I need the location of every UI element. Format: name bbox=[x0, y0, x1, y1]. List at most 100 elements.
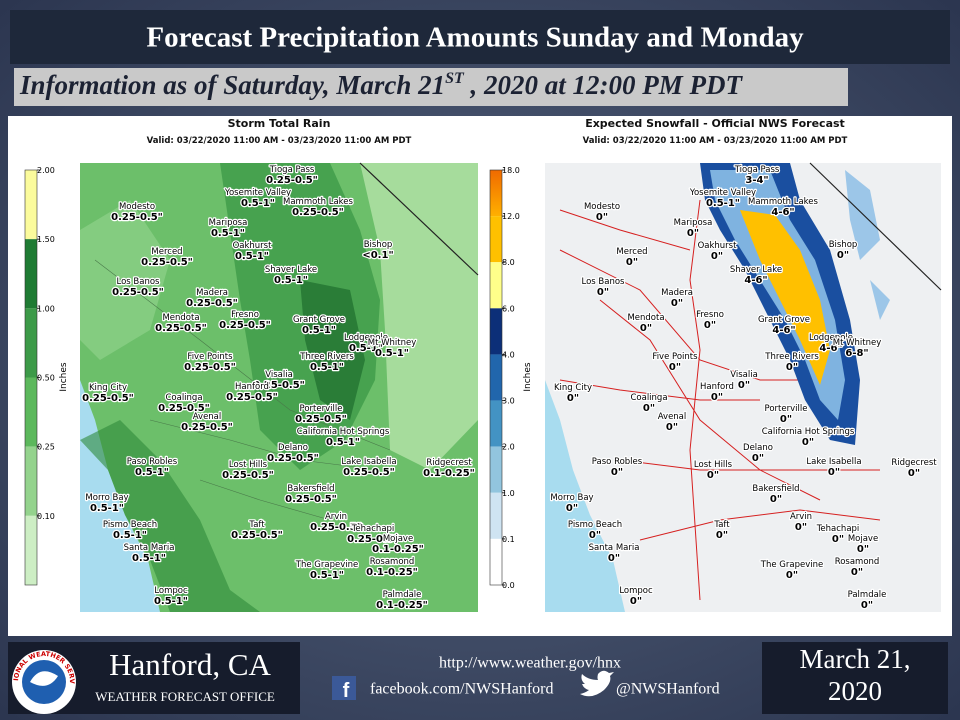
place-value: 0.25-0.5" bbox=[231, 530, 283, 541]
place-name: Fresno bbox=[231, 310, 259, 320]
colorbar-band bbox=[490, 354, 502, 401]
colorbar-band bbox=[490, 216, 502, 263]
place-name: Merced bbox=[616, 247, 647, 257]
date-line: 2020 bbox=[828, 676, 882, 706]
place-name: Los Banos bbox=[582, 277, 626, 287]
place-name: Lost Hills bbox=[229, 460, 268, 470]
colorbar-band bbox=[25, 239, 37, 309]
place-name: Santa Maria bbox=[124, 543, 175, 553]
subtitle-text: Information as of Saturday, March 21 bbox=[19, 70, 445, 100]
place-value: 0" bbox=[832, 534, 844, 545]
place-value: 0" bbox=[666, 422, 678, 433]
place-value: 0.25-0.5" bbox=[184, 362, 236, 373]
place-name: Bishop bbox=[364, 240, 393, 250]
title: Forecast Precipitation Amounts Sunday an… bbox=[146, 22, 804, 54]
url[interactable]: http://www.weather.gov/hnx bbox=[439, 655, 621, 672]
map-title: Storm Total Rain bbox=[228, 117, 331, 130]
place-value: 0.5-1" bbox=[235, 251, 269, 262]
place-name: Bakersfield bbox=[287, 484, 334, 494]
place-value: 0" bbox=[671, 298, 683, 309]
facebook[interactable]: facebook.com/NWSHanford bbox=[370, 681, 554, 698]
place-value: 0" bbox=[643, 403, 655, 414]
colorbar-band bbox=[25, 446, 37, 516]
place-value: 0.5-1" bbox=[302, 325, 336, 336]
place-name: Madera bbox=[661, 288, 693, 298]
place-value: 0.5-1" bbox=[326, 437, 360, 448]
place-name: Lodgepole bbox=[344, 333, 388, 343]
place-value: 0.5-1" bbox=[375, 348, 409, 359]
place-name: Shaver Lake bbox=[265, 265, 317, 275]
place-value: 6-8" bbox=[845, 348, 868, 359]
twitter-icon[interactable] bbox=[580, 670, 614, 697]
place-value: 0" bbox=[802, 437, 814, 448]
place-value: 0" bbox=[669, 362, 681, 373]
place-name: Delano bbox=[278, 443, 308, 453]
place-value: 0.25-0.5" bbox=[285, 494, 337, 505]
place-name: Morro Bay bbox=[85, 493, 128, 503]
place-value: 0.25-0.5" bbox=[292, 207, 344, 218]
colorbar-band bbox=[25, 515, 37, 585]
place-value: 0" bbox=[857, 544, 869, 555]
place-name: Five Points bbox=[652, 352, 698, 362]
place-value: 0.5-1" bbox=[241, 198, 275, 209]
place-name: Palmdale bbox=[383, 590, 422, 600]
place-value: 0.25-0.5" bbox=[343, 467, 395, 478]
colorbar-label: 8.0 bbox=[502, 258, 515, 267]
place-name: Mammoth Lakes bbox=[283, 197, 354, 207]
colorbar-label: 1.50 bbox=[37, 235, 55, 244]
place-name: Mt Whitney bbox=[368, 338, 417, 348]
place-value: 0.25-0.5" bbox=[112, 287, 164, 298]
place-value: 0" bbox=[711, 392, 723, 403]
colorbar-band bbox=[490, 446, 502, 493]
place-name: Rosamond bbox=[835, 557, 880, 567]
place-value: 0.5-1" bbox=[135, 467, 169, 478]
place-value: 0.5-1" bbox=[274, 275, 308, 286]
county-lines bbox=[94, 259, 391, 521]
office-name: Hanford, CA bbox=[109, 647, 271, 682]
twitter[interactable]: @NWSHanford bbox=[616, 681, 720, 698]
place-value: 0.25-0.5" bbox=[253, 380, 305, 391]
snow-map: Expected Snowfall - Official NWS Forecas… bbox=[523, 117, 942, 612]
place-value: 0" bbox=[716, 530, 728, 541]
colorbar-label: 0.10 bbox=[37, 512, 55, 521]
place-name: Bakersfield bbox=[752, 484, 799, 494]
place-value: 0.25-0.5" bbox=[111, 212, 163, 223]
place-name: Delano bbox=[743, 443, 773, 453]
place-name: Lost Hills bbox=[694, 460, 733, 470]
state-border bbox=[359, 162, 479, 276]
place-name: California Hot Springs bbox=[297, 427, 390, 437]
place-name: Avenal bbox=[658, 412, 687, 422]
place-name: Porterville bbox=[765, 404, 808, 414]
place-value: 0.25-0.5" bbox=[310, 522, 362, 533]
place-name: Paso Robles bbox=[127, 457, 178, 467]
place-name: Ridgecrest bbox=[426, 458, 472, 468]
place-value: 0.25-0.5" bbox=[347, 534, 399, 545]
place-value: 0" bbox=[687, 228, 699, 239]
place-name: Yosemite Valley bbox=[224, 188, 291, 198]
place-name: Taft bbox=[248, 520, 265, 530]
place-value: 0.25-0.5" bbox=[219, 320, 271, 331]
colorbar-label: 1.0 bbox=[502, 489, 515, 498]
place-value: 0" bbox=[597, 287, 609, 298]
place-name: Taft bbox=[713, 520, 730, 530]
place-value: 0" bbox=[851, 567, 863, 578]
facebook-glyph: f bbox=[343, 680, 350, 702]
place-value: 0" bbox=[608, 553, 620, 564]
place-value: 0.25-0.5" bbox=[158, 403, 210, 414]
place-value: 0" bbox=[908, 468, 920, 479]
place-name: Mt Whitney bbox=[833, 338, 882, 348]
place-value: 0" bbox=[795, 522, 807, 533]
place-value: 0.5-1" bbox=[706, 198, 740, 209]
place-value: 0.5-1" bbox=[310, 362, 344, 373]
place-name: Merced bbox=[151, 247, 182, 257]
place-value: 0" bbox=[566, 503, 578, 514]
subtitle-bar bbox=[14, 68, 848, 106]
place-name: Lake Isabella bbox=[341, 457, 396, 467]
facebook-icon[interactable] bbox=[332, 676, 356, 700]
place-value: 0.1-0.25" bbox=[376, 600, 428, 611]
place-name: Mojave bbox=[848, 534, 878, 544]
place-value: 0.5-1" bbox=[349, 343, 383, 354]
place-name: Hanford bbox=[235, 382, 269, 392]
